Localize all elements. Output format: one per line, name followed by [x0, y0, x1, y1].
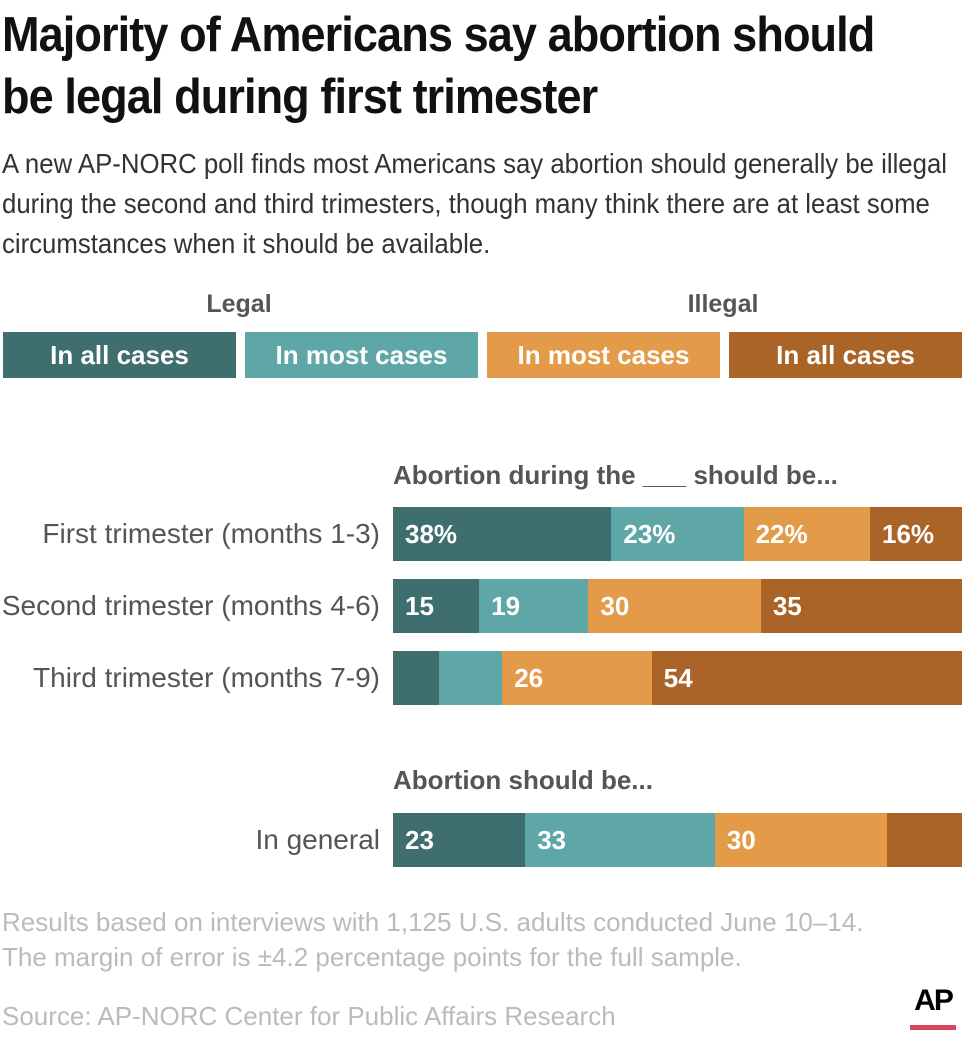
data-label: 54	[663, 662, 693, 693]
note-line-1: Results based on interviews with 1,125 U…	[2, 907, 864, 937]
bar-segment: 33	[525, 813, 715, 867]
bar-segment: 30	[588, 579, 761, 633]
chart-subtitle: A new AP-NORC poll finds most Americans …	[2, 148, 948, 259]
bar-segment	[438, 651, 503, 705]
bar-segment	[887, 813, 962, 867]
legend-legal-most: In most cases	[245, 332, 478, 378]
bar-segment: 23	[393, 813, 526, 867]
data-label: 16%	[882, 518, 935, 549]
chart-title: Majority of Americans say abortion shoul…	[2, 8, 875, 124]
legend-illegal-most: In most cases	[487, 332, 720, 378]
stacked-bar: 23 33 30	[393, 813, 962, 867]
bar-segment: 54	[651, 651, 962, 705]
bar-segment: 35	[760, 579, 962, 633]
stacked-bar: 26 54	[393, 651, 962, 705]
bar-segment: 19	[479, 579, 589, 633]
data-label: 15	[405, 590, 434, 621]
source: Source: AP-NORC Center for Public Affair…	[2, 1001, 616, 1031]
row-label: First trimester (months 1-3)	[42, 518, 380, 549]
group-header: Abortion should be...	[393, 765, 653, 795]
row-label: Third trimester (months 7-9)	[33, 662, 380, 693]
row-label: In general	[255, 824, 380, 855]
data-label: 30	[726, 824, 756, 855]
legend-header-legal: Legal	[206, 290, 272, 318]
data-label: 26	[514, 662, 544, 693]
data-label: 33	[537, 824, 567, 855]
data-label: 23	[405, 824, 434, 855]
data-label: 35	[772, 590, 802, 621]
data-label: 30	[600, 590, 630, 621]
stacked-bar: 38% 23% 22% 16%	[393, 507, 962, 561]
bar-segment: 30	[714, 813, 888, 867]
bar-segment: 23%	[611, 507, 744, 561]
legend-illegal-all: In all cases	[729, 332, 962, 378]
data-label: 22%	[755, 518, 808, 549]
data-label: 19	[491, 590, 521, 621]
bar-segment: 38%	[393, 507, 612, 561]
data-label: 23%	[623, 518, 676, 549]
ap-logo: AP	[910, 985, 956, 1030]
legend-header-illegal: Illegal	[687, 290, 759, 318]
row-label: Second trimester (months 4-6)	[1, 590, 380, 621]
data-label: 38%	[405, 518, 458, 549]
note-line-2: The margin of error is ±4.2 percentage p…	[2, 942, 742, 972]
legend-legal-all: In all cases	[3, 332, 236, 378]
bar-segment: 26	[502, 651, 652, 705]
bar-segment	[393, 651, 439, 705]
group-header: Abortion during the ___ should be...	[393, 460, 838, 490]
bar-segment: 16%	[870, 507, 962, 561]
bar-segment: 15	[393, 579, 480, 633]
bar-segment: 22%	[743, 507, 871, 561]
stacked-bar: 15 19 30 35	[393, 579, 962, 633]
